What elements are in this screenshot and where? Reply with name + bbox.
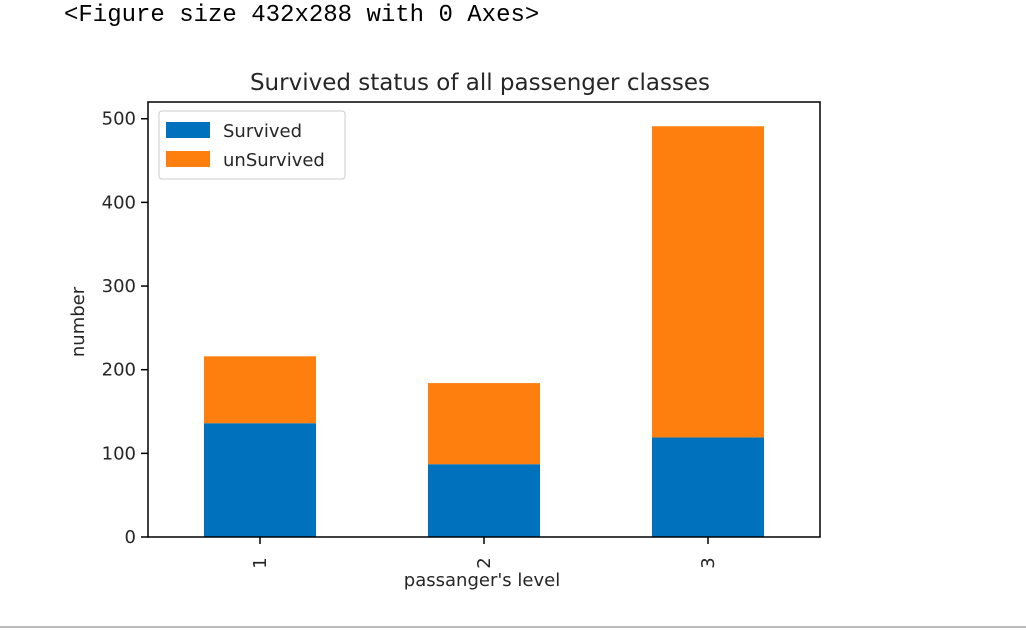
bar-survived-class-3: [652, 437, 764, 537]
y-tick-label-200: 200: [102, 360, 136, 381]
bar-unsurvived-class-1: [204, 356, 316, 424]
x-tick-label-3: 3: [698, 557, 719, 568]
bar-survived-class-1: [204, 423, 316, 537]
y-tick-label-500: 500: [102, 109, 136, 130]
legend-label-survived: Survived: [223, 121, 302, 142]
x-tick-label-1: 1: [250, 557, 271, 568]
output-divider: [0, 626, 1026, 628]
plot-area: 1 2 3 0 100 200 300 400 500 Survived unSurvived: [102, 101, 821, 569]
x-tick-label-2: 2: [474, 557, 495, 568]
figure-output-text: <Figure size 432x288 with 0 Axes>: [64, 2, 540, 29]
legend-swatch-survived: [166, 122, 210, 138]
y-axis-label: number: [68, 286, 89, 357]
y-tick-label-300: 300: [102, 276, 136, 297]
axes-frame: [147, 101, 821, 538]
y-tick-label-400: 400: [102, 192, 136, 213]
x-axis-label: passanger's level: [404, 570, 560, 591]
y-tick-label-0: 0: [125, 527, 136, 548]
bar-unsurvived-class-2: [428, 383, 540, 465]
legend-label-unsurvived: unSurvived: [223, 150, 325, 171]
bar-unsurvived-class-3: [652, 126, 764, 438]
bar-survived-class-2: [428, 464, 540, 537]
y-tick-label-100: 100: [102, 443, 136, 464]
legend-swatch-unsurvived: [166, 151, 210, 167]
chart-title: Survived status of all passenger classes: [250, 70, 710, 96]
